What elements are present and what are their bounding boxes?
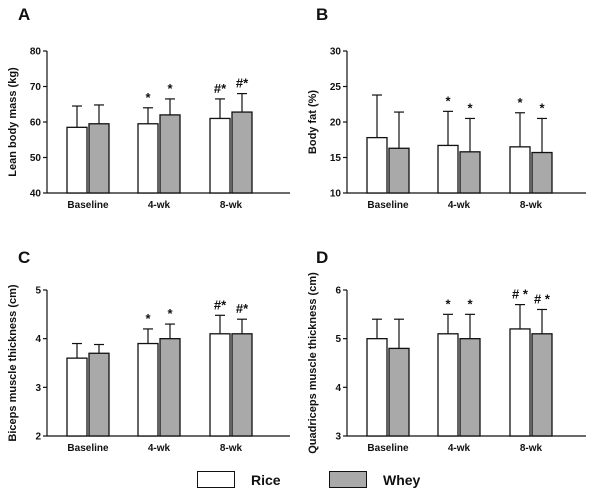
legend-item-rice: Rice — [197, 471, 281, 488]
bar-rice-4-wk — [437, 333, 459, 437]
x-tick-label: 8-wk — [520, 200, 543, 211]
x-tick-label: 4-wk — [448, 200, 471, 211]
bar-rice-4-wk — [437, 144, 459, 194]
panel-c: C Biceps muscle thickness (cm) 2 3 4 5 Baselin… — [7, 248, 290, 454]
panel-letter: C — [18, 248, 30, 267]
bar-whey-baseline — [88, 123, 110, 194]
legend-label-rice: Rice — [251, 471, 281, 488]
panel-b: B Body fat (%) 10 15 20 25 30 Baseline * * 4-wk * * 8… — [307, 5, 586, 211]
bar-whey-4-wk — [459, 338, 481, 437]
y-tick-label: 20 — [330, 118, 342, 129]
significance-marker: # * — [534, 291, 551, 306]
significance-marker: * — [167, 81, 173, 96]
significance-marker: #* — [236, 76, 249, 91]
bar-rice-baseline — [66, 357, 88, 437]
y-tick-label: 3 — [35, 383, 41, 394]
significance-marker: #* — [214, 297, 227, 312]
panel-d: D Quadriceps muscle thickness (cm) 3 4 5 6 Bas… — [307, 248, 586, 454]
y-tick-label: 5 — [35, 286, 41, 297]
bar-rice-8-wk — [509, 146, 531, 194]
bar-whey-8-wk — [231, 333, 253, 437]
y-axis-label: Quadriceps muscle thickness (cm) — [307, 272, 319, 454]
panel-letter: B — [316, 5, 328, 24]
x-tick-label: Baseline — [67, 443, 109, 454]
y-tick-label: 70 — [30, 82, 42, 93]
bar-rice-8-wk — [209, 117, 231, 194]
x-tick-label: 8-wk — [220, 200, 243, 211]
y-tick-label: 10 — [330, 189, 342, 200]
x-tick-label: Baseline — [367, 443, 409, 454]
y-tick-label: 30 — [330, 47, 342, 58]
y-tick-label: 80 — [30, 47, 42, 58]
x-tick-label: 4-wk — [148, 443, 171, 454]
bar-whey-baseline — [88, 352, 110, 437]
bar-whey-4-wk — [159, 114, 181, 194]
y-tick-label: 4 — [335, 383, 341, 394]
bar-rice-baseline — [366, 338, 388, 437]
significance-marker: * — [445, 93, 451, 108]
bar-whey-8-wk — [531, 333, 553, 437]
y-tick-label: 15 — [330, 153, 342, 164]
significance-marker: #* — [236, 301, 249, 316]
significance-marker: * — [467, 100, 473, 115]
legend-swatch-rice — [197, 471, 235, 488]
y-axis-label: Lean body mass (kg) — [7, 67, 19, 177]
bar-rice-baseline — [366, 136, 388, 194]
bar-whey-8-wk — [531, 151, 553, 194]
legend-item-whey: Whey — [329, 471, 420, 488]
y-tick-label: 4 — [35, 334, 41, 345]
significance-marker: * — [167, 306, 173, 321]
x-tick-label: 8-wk — [520, 443, 543, 454]
significance-marker: * — [539, 100, 545, 115]
panel-letter: D — [316, 248, 328, 267]
y-tick-label: 3 — [335, 432, 341, 443]
y-tick-label: 2 — [35, 432, 41, 443]
bar-rice-baseline — [66, 126, 88, 194]
significance-marker: * — [467, 296, 473, 311]
bar-whey-4-wk — [159, 338, 181, 437]
significance-marker: # * — [512, 287, 529, 302]
y-tick-label: 40 — [30, 189, 42, 200]
y-axis-label: Biceps muscle thickness (cm) — [7, 284, 19, 441]
x-tick-label: Baseline — [367, 200, 409, 211]
y-tick-label: 5 — [335, 334, 341, 345]
legend-label-whey: Whey — [383, 471, 421, 488]
significance-marker: * — [145, 90, 151, 105]
significance-marker: * — [517, 95, 523, 110]
bar-rice-8-wk — [509, 328, 531, 437]
bar-rice-4-wk — [137, 342, 159, 437]
x-tick-label: Baseline — [67, 200, 109, 211]
legend: Rice Whey — [0, 468, 597, 494]
y-tick-label: 50 — [30, 153, 42, 164]
y-tick-label: 25 — [330, 82, 342, 93]
bar-rice-4-wk — [137, 123, 159, 194]
y-tick-label: 60 — [30, 118, 42, 129]
bar-whey-baseline — [388, 347, 410, 437]
panel-a: A Lean body mass (kg) 40 50 60 70 80 Baseline * *… — [7, 5, 290, 211]
bar-whey-8-wk — [231, 111, 253, 194]
bar-whey-4-wk — [459, 151, 481, 194]
panel-letter: A — [18, 5, 30, 24]
x-tick-label: 4-wk — [148, 200, 171, 211]
legend-swatch-whey — [329, 471, 367, 488]
significance-marker: * — [445, 296, 451, 311]
bar-rice-8-wk — [209, 333, 231, 437]
x-tick-label: 8-wk — [220, 443, 243, 454]
y-tick-label: 6 — [335, 286, 341, 297]
bar-whey-baseline — [388, 147, 410, 194]
significance-marker: * — [145, 311, 151, 326]
significance-marker: #* — [214, 81, 227, 96]
x-tick-label: 4-wk — [448, 443, 471, 454]
y-axis-label: Body fat (%) — [307, 90, 319, 155]
